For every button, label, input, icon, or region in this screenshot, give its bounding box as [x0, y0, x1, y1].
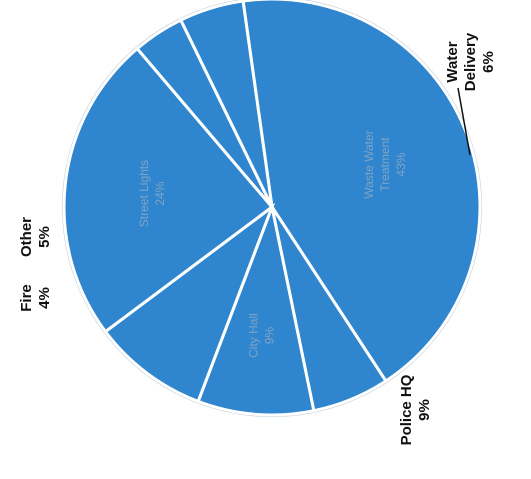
pie-slice-police-hq: [103, 202, 276, 404]
leader-line-water-delivery: [457, 87, 471, 156]
slice-label-water-delivery: WaterDelivery6%: [444, 32, 497, 91]
slice-label-other: Other5%: [18, 217, 53, 257]
slice-label-police-hq: Police HQ9%: [398, 374, 433, 445]
slice-label-city-hall: City Hall 9%: [247, 313, 277, 358]
pie-slice-city-hall: [196, 201, 316, 417]
pie-slice-street-lights: [62, 46, 275, 334]
slice-label-fire: Fire4%: [18, 284, 53, 312]
slice-label-street-lights: Street Lights 24%: [137, 160, 167, 227]
pie-slices: [62, 0, 482, 417]
pie-slice-other: [178, 0, 274, 208]
slice-label-waste-water-treatment: Waste Water Treatment 43%: [362, 130, 408, 198]
pie-labels: Waste Water Treatment 43% WaterDelivery6% Ci…: [18, 32, 497, 445]
